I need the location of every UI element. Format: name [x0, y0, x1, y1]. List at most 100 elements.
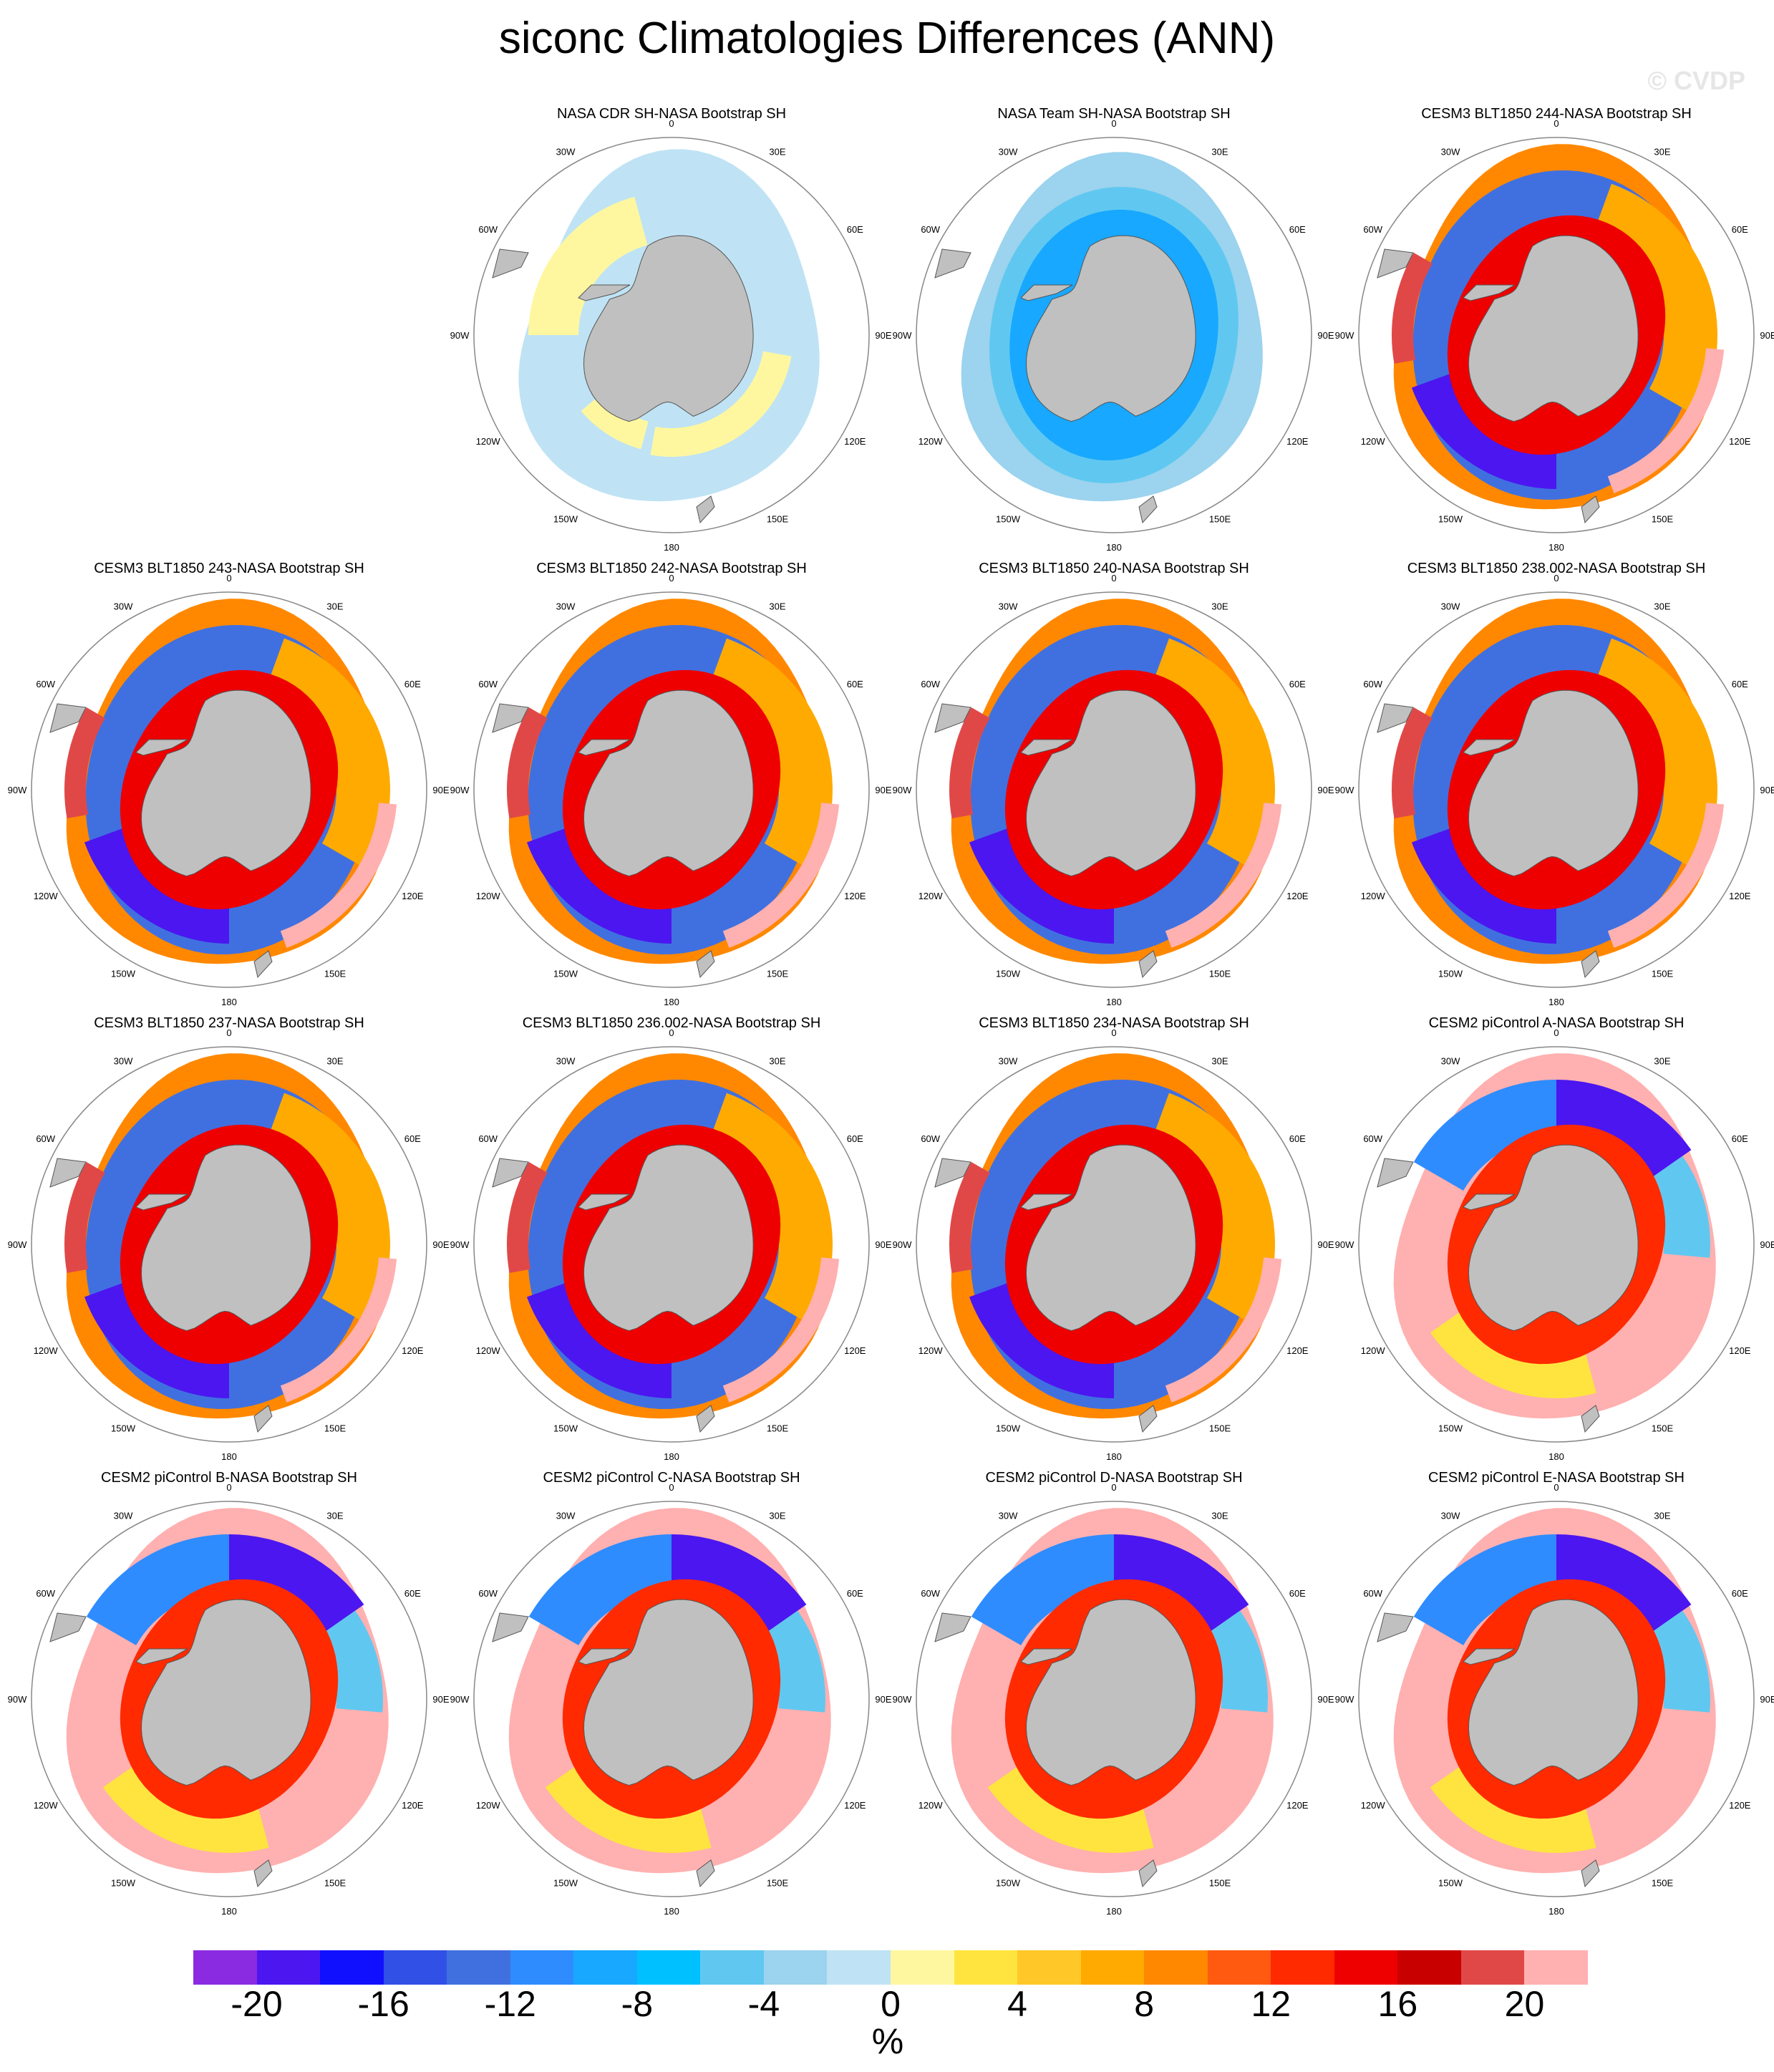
longitude-label: 150W: [111, 968, 136, 979]
longitude-label: 30E: [769, 1056, 785, 1067]
sea-ice-difference-field: [934, 1053, 1282, 1433]
antarctic-peninsula: [1463, 1194, 1516, 1211]
south-america-tip: [934, 1612, 971, 1642]
longitude-label: 60W: [921, 224, 940, 235]
longitude-label: 60E: [404, 679, 421, 689]
longitude-label: 120W: [1361, 891, 1386, 901]
colorbar-tick-label: -12: [484, 1984, 536, 2024]
antarctic-peninsula: [1020, 1194, 1073, 1211]
longitude-label: 30E: [1211, 147, 1228, 158]
antarctica-landmass: [583, 235, 754, 422]
antarctica-landmass: [1025, 1144, 1196, 1332]
colorbar-swatch: [891, 1950, 955, 1985]
sea-ice-difference-field: [934, 152, 1263, 524]
colorbar-swatch: [1460, 1950, 1525, 1985]
longitude-label: 60W: [1363, 1588, 1382, 1599]
longitude-label: 60E: [1732, 1133, 1748, 1144]
longitude-label: 180: [221, 997, 237, 1007]
longitude-label: 180: [664, 997, 679, 1007]
colorbar-swatch: [256, 1950, 321, 1985]
longitude-label: 60W: [478, 679, 498, 689]
longitude-label: 120W: [34, 1345, 59, 1356]
longitude-label: 90E: [1317, 1694, 1334, 1705]
panel-title: CESM3 BLT1850 244-NASA Bootstrap SH: [1421, 106, 1692, 122]
longitude-label: 180: [221, 1451, 237, 1462]
panel-title: CESM3 BLT1850 238.002-NASA Bootstrap SH: [1407, 561, 1706, 576]
longitude-label: 0: [669, 118, 674, 129]
longitude-label: 180: [1106, 542, 1122, 553]
longitude-label: 30E: [769, 147, 785, 158]
longitude-label: 0: [1554, 1482, 1559, 1493]
panel-title: NASA CDR SH-NASA Bootstrap SH: [556, 106, 787, 122]
polar-map: 0 30E 60E 90E 120E 150E 180 150W 120W 90W 60W 30W: [450, 573, 892, 1007]
longitude-label: 180: [1548, 997, 1564, 1007]
longitude-label: 0: [1111, 573, 1116, 584]
panel-title: CESM3 BLT1850 243-NASA Bootstrap SH: [94, 561, 364, 576]
longitude-label: 90E: [432, 785, 449, 795]
longitude-label: 150E: [767, 968, 789, 979]
longitude-label: 90E: [1760, 330, 1774, 341]
south-america-tip: [49, 703, 87, 733]
longitude-label: 120E: [1729, 436, 1751, 447]
longitude-label: 180: [1548, 1451, 1564, 1462]
longitude-label: 0: [226, 1027, 231, 1038]
antarctica-landmass: [1025, 235, 1196, 422]
antarctica-landmass: [1468, 689, 1639, 877]
longitude-label: 30E: [1211, 601, 1228, 612]
colorbar-swatch: [1334, 1950, 1398, 1985]
longitude-label: 0: [1111, 118, 1116, 129]
antarctic-peninsula: [578, 1194, 631, 1211]
antarctica-landmass: [1468, 235, 1639, 422]
longitude-label: 30W: [999, 1511, 1018, 1521]
sea-ice-difference-field: [49, 599, 397, 979]
longitude-label: 60E: [1732, 679, 1748, 689]
sea-ice-difference-field: [1377, 1508, 1716, 1888]
longitude-label: 120W: [1361, 1345, 1386, 1356]
longitude-label: 150W: [1438, 1877, 1463, 1888]
antarctica-landmass: [583, 1144, 754, 1332]
new-zealand: [253, 950, 273, 979]
longitude-label: 150W: [553, 513, 578, 524]
longitude-label: 90W: [450, 1694, 470, 1705]
longitude-label: 90W: [8, 785, 27, 795]
longitude-label: 0: [669, 1027, 674, 1038]
colorbar-tick-label: 8: [1134, 1984, 1155, 2024]
longitude-label: 150W: [996, 1877, 1021, 1888]
map-panel: CESM2 piControl C-NASA Bootstrap SH 0 30E 6…: [450, 1470, 893, 1925]
colorbar-swatch: [510, 1950, 574, 1985]
antarctic-peninsula: [135, 1648, 188, 1665]
longitude-label: 60W: [921, 679, 940, 689]
antarctica-landmass: [583, 689, 754, 877]
longitude-label: 90E: [1317, 330, 1334, 341]
panel-title: CESM3 BLT1850 236.002-NASA Bootstrap SH: [522, 1015, 821, 1031]
longitude-label: 150E: [1209, 1877, 1231, 1888]
longitude-label: 120W: [476, 1345, 501, 1356]
longitude-label: 120E: [402, 1800, 424, 1811]
longitude-label: 120E: [844, 436, 866, 447]
colorbar-tick-label: -4: [747, 1984, 780, 2024]
longitude-label: 150E: [767, 1877, 789, 1888]
colorbar-swatch: [1271, 1950, 1335, 1985]
antarctic-peninsula: [578, 739, 631, 756]
longitude-label: 150W: [553, 968, 578, 979]
panel-title: CESM3 BLT1850 234-NASA Bootstrap SH: [979, 1015, 1249, 1031]
longitude-label: 30E: [1654, 601, 1670, 612]
longitude-label: 60E: [404, 1133, 421, 1144]
south-america-tip: [1377, 703, 1414, 733]
map-panel: CESM3 BLT1850 244-NASA Bootstrap SH 0 30E 6…: [1334, 106, 1774, 561]
longitude-label: 90E: [432, 1694, 449, 1705]
longitude-label: 30E: [1654, 147, 1670, 158]
longitude-label: 180: [1548, 1906, 1564, 1917]
south-america-tip: [49, 1612, 87, 1642]
map-panel: CESM2 piControl D-NASA Bootstrap SH 0 30E 6…: [892, 1470, 1336, 1925]
longitude-label: 120W: [1361, 1800, 1386, 1811]
longitude-label: 120E: [844, 1800, 866, 1811]
longitude-label: 120W: [918, 436, 944, 447]
longitude-label: 30W: [1441, 1056, 1460, 1067]
colorbar-swatch: [954, 1950, 1018, 1985]
longitude-label: 150E: [1209, 1423, 1231, 1433]
longitude-label: 0: [1554, 1027, 1559, 1038]
colorbar-tick-label: 4: [1007, 1984, 1027, 2024]
longitude-label: 60W: [1363, 679, 1382, 689]
south-america-tip: [934, 703, 971, 733]
